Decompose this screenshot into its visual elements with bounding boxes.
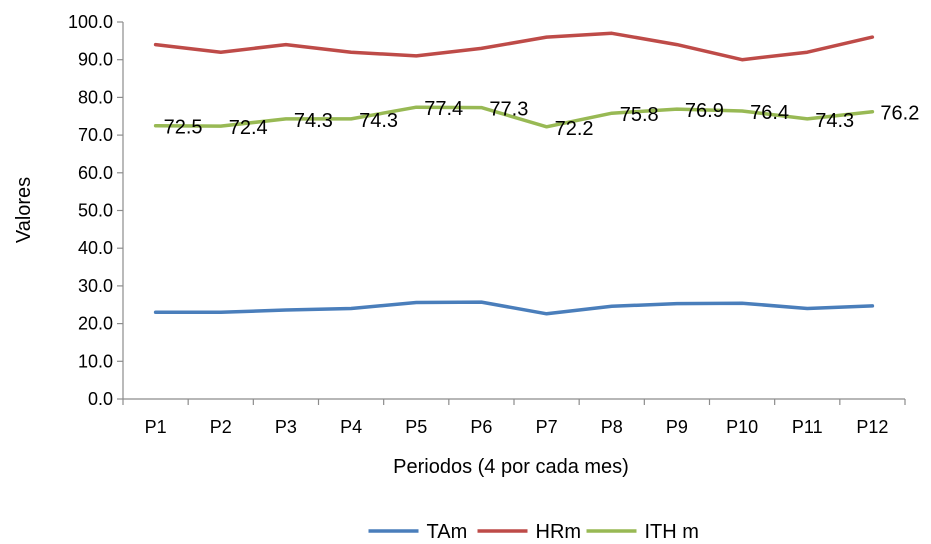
- x-tick-label: P1: [145, 417, 167, 437]
- x-tick-label: P12: [856, 417, 888, 437]
- data-label: 76.4: [750, 102, 789, 124]
- data-label: 74.3: [294, 110, 333, 132]
- legend: TAm HRm ITH m: [368, 521, 699, 543]
- legend-label: HRm: [536, 521, 582, 543]
- x-tick-label: P9: [666, 417, 688, 437]
- series-lines: [153, 31, 875, 316]
- x-tick-label: P4: [340, 417, 362, 437]
- y-tick-label: 30.0: [78, 276, 113, 296]
- y-tick-label: 70.0: [78, 125, 113, 145]
- data-label: 77.4: [424, 98, 463, 120]
- data-label: 72.5: [164, 117, 203, 139]
- data-label: 74.3: [359, 110, 398, 132]
- axes: 0.0 10.0 20.0 30.0 40.0 50.0 60.0 70.0 80.0 90.0 1…: [68, 12, 906, 437]
- data-label: 72.2: [555, 118, 594, 140]
- data-label: 77.3: [489, 99, 528, 121]
- y-tick-label: 90.0: [78, 50, 113, 70]
- x-tick-label: P6: [470, 417, 492, 437]
- y-tick-label: 20.0: [78, 314, 113, 334]
- y-tick-label: 10.0: [78, 351, 113, 371]
- y-tick-label: 80.0: [78, 87, 113, 107]
- y-axis-title: Valores: [13, 177, 35, 243]
- series-line-ith-m: [153, 105, 875, 129]
- data-label: 74.3: [815, 110, 854, 132]
- data-label: 75.8: [620, 104, 659, 126]
- y-tick-label: 40.0: [78, 238, 113, 258]
- y-tick-label: 100.0: [68, 12, 113, 32]
- y-tick-label: 50.0: [78, 201, 113, 221]
- data-labels: 72.5 72.4 74.3 74.3 77.4 77.3 72.2 75.8 76.9 76.4…: [164, 98, 920, 140]
- x-tick-label: P2: [210, 417, 232, 437]
- data-label: 76.2: [880, 103, 919, 125]
- data-label: 72.4: [229, 117, 268, 139]
- x-tick-label: P7: [536, 417, 558, 437]
- legend-item-ith-m: ITH m: [586, 521, 699, 543]
- x-axis-title: Periodos (4 por cada mes): [393, 456, 629, 478]
- legend-label: ITH m: [645, 521, 699, 543]
- series-line-hrm: [153, 31, 875, 62]
- data-label: 76.9: [685, 100, 724, 122]
- x-tick-label: P3: [275, 417, 297, 437]
- x-tick-label: P10: [726, 417, 758, 437]
- y-tick-label: 60.0: [78, 163, 113, 183]
- x-tick-label: P11: [792, 417, 823, 437]
- legend-label: TAm: [427, 521, 468, 543]
- x-tick-label: P5: [405, 417, 427, 437]
- x-tick-label: P8: [601, 417, 623, 437]
- legend-item-tam: TAm: [368, 521, 468, 543]
- series-line-tam: [153, 300, 875, 316]
- legend-item-hrm: HRm: [477, 521, 582, 543]
- y-tick-label: 0.0: [88, 389, 113, 409]
